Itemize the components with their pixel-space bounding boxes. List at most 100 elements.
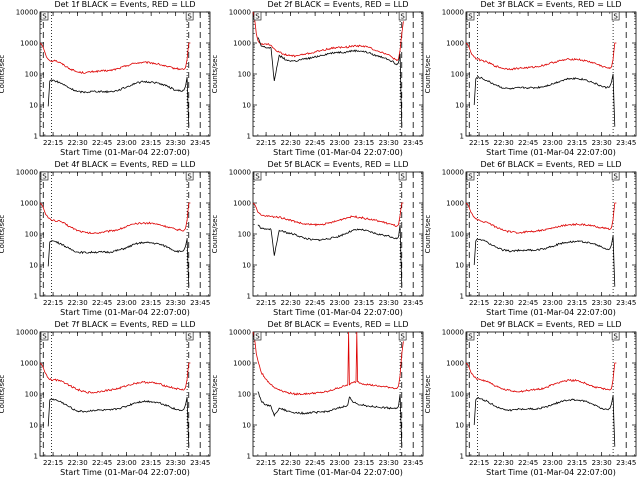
x-tick-label: 23:00	[117, 299, 137, 307]
events-series-line	[47, 396, 190, 447]
x-tick-label: 23:15	[354, 139, 374, 147]
y-tick-label: 10	[242, 422, 251, 430]
saa-marker-box	[398, 171, 407, 181]
saa-marker-label: S	[255, 173, 260, 181]
y-tick-label: 1	[247, 133, 251, 141]
x-tick-label: 22:15	[43, 459, 63, 467]
events-series-line	[257, 37, 403, 127]
y-tick-label: 10000	[442, 329, 464, 337]
x-axis-label: Start Time (01-Mar-04 22:07:00)	[60, 148, 190, 157]
lld-series-line	[465, 362, 617, 393]
y-tick-label: 10000	[442, 169, 464, 177]
saa-marker-box	[185, 331, 194, 341]
y-tick-label: 1000	[446, 360, 464, 368]
detector-panel-1: 1 10 100 1000 10000 22:15 22:30 22:45 23:00 23:15…	[0, 0, 213, 160]
saa-marker-label: S	[187, 173, 192, 181]
y-tick-label: 1	[247, 453, 251, 461]
events-series-line	[47, 76, 190, 127]
plot-canvas: 1 10 100 1000 10000 22:15 22:30 22:45 23:00 23:15…	[442, 329, 637, 467]
x-tick-label: 23:30	[166, 139, 186, 147]
plot-canvas: 1 10 100 1000 10000 22:15 22:30 22:45 23:00 23:15…	[16, 329, 211, 467]
y-tick-label: 100	[451, 391, 464, 399]
lld-series-line	[39, 362, 191, 394]
panel-title: Det 5f BLACK = Events, RED = LLD	[267, 160, 409, 169]
x-axis-label: Start Time (01-Mar-04 22:07:00)	[273, 468, 403, 477]
y-tick-label: 10	[455, 262, 464, 270]
y-tick-label: 10	[455, 422, 464, 430]
y-axis-label: Counts/sec	[211, 54, 219, 94]
x-tick-label: 22:45	[92, 139, 112, 147]
panel-title: Det 9f BLACK = Events, RED = LLD	[480, 320, 622, 329]
x-tick-label: 23:15	[141, 299, 161, 307]
saa-marker-label: S	[42, 333, 47, 341]
x-tick-label: 23:30	[166, 459, 186, 467]
saa-marker-label: S	[613, 13, 618, 21]
y-tick-label: 1	[460, 133, 464, 141]
y-axis-label: Counts/sec	[424, 374, 432, 414]
detector-panel-4: 1 10 100 1000 10000 22:15 22:30 22:45 23:00 23:15…	[0, 160, 213, 320]
x-tick-label: 23:00	[330, 459, 350, 467]
x-tick-label: 23:45	[190, 459, 210, 467]
lld-series-line	[252, 11, 404, 62]
x-tick-label: 22:45	[92, 299, 112, 307]
x-tick-label: 22:45	[518, 459, 538, 467]
x-tick-label: 23:30	[592, 459, 612, 467]
saa-marker-box	[398, 331, 407, 341]
x-axis-label: Start Time (01-Mar-04 22:07:00)	[486, 468, 616, 477]
y-tick-label: 100	[238, 231, 251, 239]
y-tick-label: 10000	[442, 9, 464, 17]
saa-marker-label: S	[400, 13, 405, 21]
y-tick-label: 1000	[233, 200, 251, 208]
y-tick-label: 1	[460, 293, 464, 301]
x-tick-label: 23:15	[567, 299, 587, 307]
plot-canvas: 1 10 100 1000 10000 22:15 22:30 22:45 23:00 23:15…	[229, 169, 424, 307]
x-tick-label: 23:45	[616, 139, 636, 147]
detector-panel-3: 1 10 100 1000 10000 22:15 22:30 22:45 23:00 23:15…	[424, 0, 639, 160]
lld-series-line	[39, 42, 191, 74]
detector-panel-8: 1 10 100 1000 10000 22:15 22:30 22:45 23:00 23:15…	[211, 320, 426, 480]
x-tick-label: 23:45	[190, 299, 210, 307]
saa-marker-box	[466, 331, 475, 341]
plot-canvas: 1 10 100 1000 10000 22:15 22:30 22:45 23:00 23:15…	[16, 169, 211, 307]
x-tick-label: 22:30	[281, 139, 301, 147]
x-axis-label: Start Time (01-Mar-04 22:07:00)	[273, 148, 403, 157]
plot-frame	[465, 11, 637, 137]
x-tick-label: 23:15	[567, 139, 587, 147]
saa-marker-label: S	[255, 333, 260, 341]
plot-frame	[39, 171, 211, 297]
x-tick-label: 22:45	[518, 299, 538, 307]
saa-marker-box	[40, 331, 49, 341]
y-tick-label: 10	[455, 102, 464, 110]
x-tick-label: 22:30	[494, 299, 514, 307]
saa-marker-box	[185, 11, 194, 21]
y-tick-label: 100	[238, 391, 251, 399]
x-axis-label: Start Time (01-Mar-04 22:07:00)	[60, 308, 190, 317]
events-series-line	[473, 235, 616, 287]
y-tick-label: 100	[451, 71, 464, 79]
x-tick-label: 22:30	[494, 459, 514, 467]
y-tick-label: 10	[29, 262, 38, 270]
plot-frame	[252, 11, 424, 137]
saa-marker-box	[40, 11, 49, 21]
saa-marker-label: S	[187, 13, 192, 21]
y-tick-label: 10	[242, 262, 251, 270]
plot-frame	[39, 11, 211, 137]
lld-series-line	[465, 202, 617, 234]
x-tick-label: 23:00	[117, 139, 137, 147]
x-tick-label: 23:45	[616, 459, 636, 467]
saa-marker-box	[611, 11, 620, 21]
x-tick-label: 23:45	[403, 139, 423, 147]
plot-canvas: 1 10 100 1000 10000 22:15 22:30 22:45 23:00 23:15…	[229, 9, 424, 147]
events-series-line	[257, 224, 403, 287]
y-tick-label: 10000	[16, 9, 38, 17]
plot-frame	[465, 331, 637, 457]
plot-frame	[39, 331, 211, 457]
y-tick-label: 1000	[20, 200, 38, 208]
saa-marker-label: S	[613, 173, 618, 181]
plot-canvas: 1 10 100 1000 10000 22:15 22:30 22:45 23:00 23:15…	[442, 9, 637, 147]
x-tick-label: 23:15	[141, 459, 161, 467]
detector-panel-2: 1 10 100 1000 10000 22:15 22:30 22:45 23:00 23:15…	[211, 0, 426, 160]
x-tick-label: 23:00	[330, 299, 350, 307]
plot-canvas: 1 10 100 1000 10000 22:15 22:30 22:45 23:00 23:15…	[442, 169, 637, 307]
x-tick-label: 23:30	[379, 139, 399, 147]
